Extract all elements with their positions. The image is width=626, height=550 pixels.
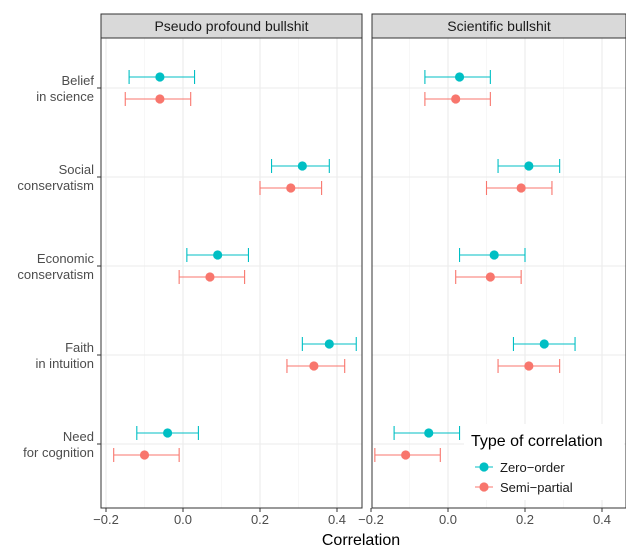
legend: Type of correlation Zero−order Semi−parti… xyxy=(464,424,624,500)
y-tick-label: for cognition xyxy=(23,445,94,460)
panel-title: Pseudo profound bullshit xyxy=(154,18,308,34)
estimate-point xyxy=(454,72,465,82)
x-tick-label: 0.4 xyxy=(593,512,611,527)
panel-1: Pseudo profound bullshit −0.2 0.0 0.2 0.4 xyxy=(93,13,363,527)
estimate-point xyxy=(324,339,334,349)
estimate-point xyxy=(155,94,165,104)
x-tick-label: 0.2 xyxy=(251,512,269,527)
panel-strip xyxy=(100,13,363,39)
y-tick-label: Social xyxy=(59,162,95,177)
x-tick-label: 0.0 xyxy=(174,512,192,527)
estimate-point xyxy=(139,450,150,460)
y-tick-label: in science xyxy=(36,89,94,104)
y-tick-label: conservatism xyxy=(17,267,94,282)
estimate-point xyxy=(489,250,499,260)
y-tick-label: conservatism xyxy=(17,178,94,193)
panel-border xyxy=(100,37,363,509)
y-tick-label: Economic xyxy=(37,251,95,266)
estimate-point xyxy=(205,272,215,282)
x-tick-label: 0.2 xyxy=(516,512,534,527)
estimate-point xyxy=(524,361,534,371)
estimate-point xyxy=(297,161,307,171)
x-axis-title: Correlation xyxy=(322,532,400,549)
legend-label: Zero−order xyxy=(500,460,565,475)
estimate-point xyxy=(163,428,173,438)
estimate-point xyxy=(516,183,526,193)
legend-item: Zero−order xyxy=(475,460,565,475)
legend-item: Semi−partial xyxy=(475,480,573,495)
estimate-point xyxy=(155,72,165,82)
estimate-point xyxy=(485,272,495,282)
x-tick-label: 0.4 xyxy=(328,512,346,527)
x-tick-label: −0.2 xyxy=(93,512,119,527)
legend-key-point xyxy=(479,482,489,492)
legend-label: Semi−partial xyxy=(500,480,573,495)
panel-title: Scientific bullshit xyxy=(447,18,551,34)
x-tick-label: 0.0 xyxy=(439,512,457,527)
legend-key-point xyxy=(479,462,489,472)
estimate-point xyxy=(213,250,223,260)
x-tick-label: −0.2 xyxy=(358,512,384,527)
estimate-point xyxy=(286,183,296,193)
estimate-point xyxy=(451,94,461,104)
y-tick-label: in intuition xyxy=(35,356,94,371)
y-tick-label: Faith xyxy=(65,340,94,355)
legend-title: Type of correlation xyxy=(471,433,603,450)
estimate-point xyxy=(524,161,534,171)
estimate-point xyxy=(401,450,411,460)
estimate-point xyxy=(424,428,434,438)
y-tick-label: Need xyxy=(63,429,94,444)
panel-background xyxy=(101,38,362,508)
estimate-point xyxy=(309,361,319,371)
y-tick-label: Belief xyxy=(61,73,94,88)
panel-border xyxy=(371,37,626,509)
estimate-point xyxy=(539,339,549,349)
